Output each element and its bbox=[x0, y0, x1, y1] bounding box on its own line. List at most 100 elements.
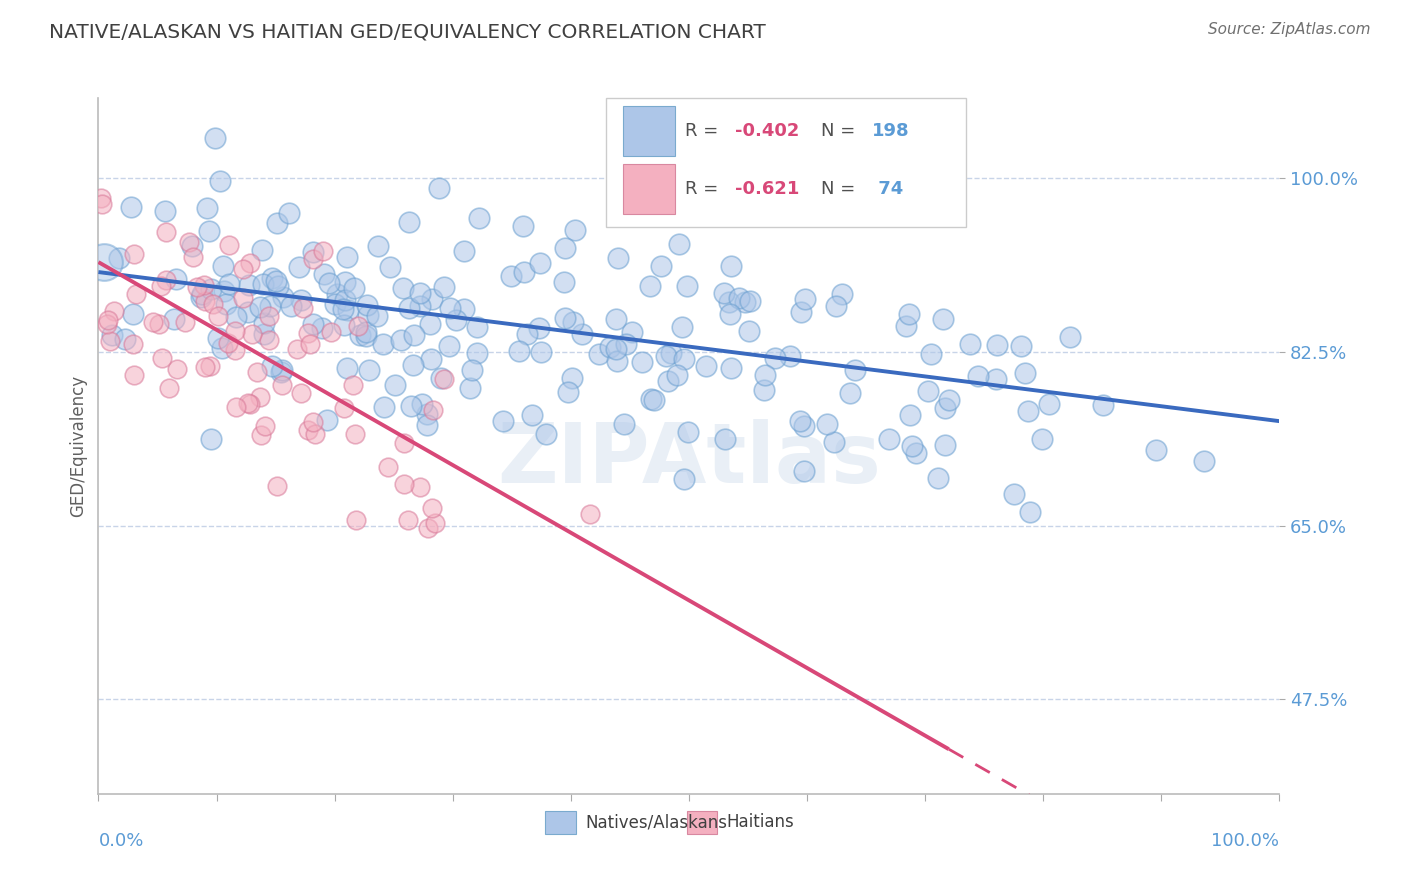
Point bbox=[357, 363, 380, 377]
Point bbox=[373, 337, 395, 351]
Text: 198: 198 bbox=[872, 122, 910, 140]
Point bbox=[218, 238, 240, 252]
Point bbox=[938, 392, 960, 407]
Point bbox=[356, 329, 378, 343]
Point bbox=[793, 464, 815, 478]
Point bbox=[149, 279, 172, 293]
Point bbox=[266, 275, 288, 289]
Point bbox=[411, 397, 433, 411]
Point bbox=[212, 260, 235, 274]
Point bbox=[214, 285, 236, 299]
Point bbox=[278, 206, 301, 220]
Point bbox=[195, 201, 218, 215]
Point bbox=[323, 297, 346, 311]
Point bbox=[467, 211, 489, 226]
Point bbox=[253, 316, 276, 330]
Point bbox=[336, 251, 359, 265]
Point bbox=[354, 325, 377, 339]
Point bbox=[823, 434, 845, 449]
Point bbox=[191, 286, 214, 301]
Point bbox=[271, 362, 294, 376]
Point bbox=[659, 346, 682, 360]
Point bbox=[620, 326, 643, 340]
Point bbox=[326, 286, 349, 301]
Point bbox=[501, 268, 523, 283]
Point bbox=[638, 278, 661, 293]
Point bbox=[613, 417, 636, 432]
Point bbox=[396, 513, 419, 527]
Point bbox=[297, 423, 319, 437]
Point bbox=[288, 260, 311, 275]
Point bbox=[605, 312, 627, 326]
Point bbox=[409, 480, 432, 494]
Point bbox=[392, 477, 415, 491]
Point bbox=[332, 302, 354, 317]
Point bbox=[453, 301, 475, 316]
Point bbox=[246, 365, 269, 379]
Point bbox=[720, 360, 742, 375]
Point bbox=[392, 281, 415, 295]
Text: Source: ZipAtlas.com: Source: ZipAtlas.com bbox=[1208, 22, 1371, 37]
Point bbox=[763, 351, 786, 366]
Point bbox=[343, 281, 366, 295]
Point bbox=[333, 293, 356, 308]
Point bbox=[249, 300, 271, 314]
Point bbox=[668, 237, 690, 252]
Point bbox=[554, 311, 576, 326]
Point bbox=[207, 331, 229, 345]
Point bbox=[720, 259, 742, 273]
Point bbox=[224, 343, 246, 357]
Point bbox=[1144, 443, 1167, 458]
Point bbox=[336, 360, 359, 375]
Point bbox=[252, 244, 274, 258]
Point bbox=[202, 296, 225, 310]
Point bbox=[1019, 505, 1042, 519]
Point bbox=[148, 317, 170, 331]
FancyBboxPatch shape bbox=[686, 812, 717, 833]
Text: ZIPAtlas: ZIPAtlas bbox=[496, 419, 882, 500]
Point bbox=[240, 327, 263, 342]
Point bbox=[513, 265, 536, 279]
Point bbox=[588, 347, 610, 361]
Point bbox=[271, 377, 294, 392]
Point bbox=[713, 432, 735, 446]
Point bbox=[717, 294, 740, 309]
Point bbox=[194, 359, 217, 374]
Y-axis label: GED/Equivalency: GED/Equivalency bbox=[69, 375, 87, 517]
Point bbox=[516, 327, 538, 342]
Point bbox=[427, 180, 450, 194]
Point bbox=[571, 326, 593, 341]
Point bbox=[905, 446, 928, 460]
Point bbox=[356, 298, 378, 312]
Point bbox=[166, 362, 188, 376]
Point bbox=[520, 409, 543, 423]
Point bbox=[114, 332, 136, 346]
Point bbox=[967, 368, 990, 383]
Point bbox=[893, 171, 915, 186]
Point bbox=[389, 334, 412, 348]
Point bbox=[631, 355, 654, 369]
Point bbox=[607, 252, 630, 266]
Point bbox=[90, 196, 112, 211]
Point bbox=[458, 381, 481, 395]
Point bbox=[337, 303, 360, 318]
Point bbox=[529, 256, 551, 270]
Point bbox=[437, 339, 460, 353]
Point bbox=[249, 390, 271, 404]
Point bbox=[302, 415, 325, 429]
Point bbox=[125, 286, 148, 301]
Point bbox=[728, 291, 751, 305]
Text: Natives/Alaskans: Natives/Alaskans bbox=[585, 814, 727, 831]
Point bbox=[606, 353, 628, 368]
Point bbox=[257, 310, 280, 324]
Point bbox=[564, 223, 586, 237]
Point bbox=[491, 414, 513, 428]
Point bbox=[321, 325, 343, 339]
Point bbox=[1194, 453, 1216, 467]
FancyBboxPatch shape bbox=[623, 164, 675, 213]
Point bbox=[695, 359, 717, 373]
Point bbox=[512, 219, 534, 234]
Point bbox=[96, 317, 118, 331]
Point bbox=[416, 407, 439, 421]
Point bbox=[894, 319, 917, 334]
